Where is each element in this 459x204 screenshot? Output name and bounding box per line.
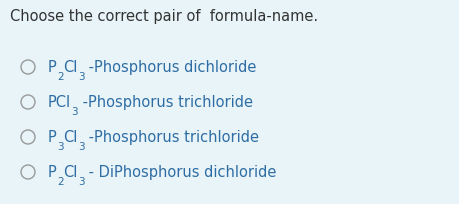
Text: 3: 3	[78, 72, 84, 82]
Text: Cl: Cl	[63, 60, 78, 75]
Text: P: P	[48, 60, 57, 75]
Text: 3: 3	[78, 141, 84, 151]
Text: Cl: Cl	[63, 165, 78, 180]
Text: 2: 2	[57, 72, 63, 82]
Text: -Phosphorus dichloride: -Phosphorus dichloride	[84, 60, 257, 75]
Text: 2: 2	[57, 176, 63, 186]
Text: P: P	[48, 165, 57, 180]
Text: -Phosphorus trichloride: -Phosphorus trichloride	[78, 95, 253, 110]
Text: 3: 3	[71, 106, 78, 116]
Text: 3: 3	[78, 176, 84, 186]
Text: Cl: Cl	[63, 130, 78, 145]
Text: Choose the correct pair of  formula-name.: Choose the correct pair of formula-name.	[10, 8, 318, 23]
Text: 3: 3	[57, 141, 63, 151]
Text: P: P	[48, 130, 57, 145]
Text: -Phosphorus trichloride: -Phosphorus trichloride	[84, 130, 259, 145]
Text: PCl: PCl	[48, 95, 71, 110]
Text: - DiPhosphorus dichloride: - DiPhosphorus dichloride	[84, 165, 277, 180]
